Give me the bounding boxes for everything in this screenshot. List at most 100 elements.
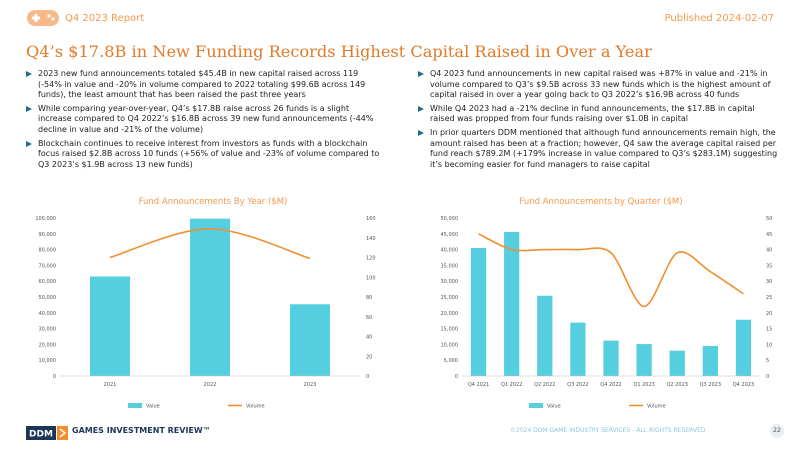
y-tick-right: 30 — [766, 279, 772, 285]
chart-title-yearly: Fund Announcements By Year ($M) — [138, 197, 288, 207]
chart-bar — [90, 276, 130, 376]
y-tick-left: 0 — [53, 374, 56, 380]
chart-bar — [537, 295, 553, 376]
y-tick-right: 50 — [766, 216, 772, 222]
y-tick-right: 140 — [366, 236, 376, 242]
y-tick-left: 40,000 — [39, 311, 57, 317]
x-tick-label: Q4 2023 — [733, 382, 754, 388]
bullet-text: While comparing year-over-year, Q4’s $17… — [38, 103, 374, 134]
y-tick-right: 40 — [366, 335, 372, 341]
y-tick-right: 20 — [366, 354, 372, 360]
y-tick-left: 30,000 — [39, 327, 57, 333]
y-tick-right: 0 — [366, 374, 369, 380]
chart-bar — [702, 345, 718, 376]
y-tick-right: 25 — [766, 295, 772, 301]
chart-bar — [735, 319, 752, 376]
bullet-item: Blockchain continues to receive interest… — [26, 139, 380, 171]
logo-text: DDM — [29, 430, 53, 440]
x-tick-label: 2021 — [104, 382, 117, 388]
x-tick-label: 2023 — [304, 382, 317, 388]
y-tick-left: 70,000 — [39, 263, 57, 269]
bullet-text: In prior quarters DDM mentioned that alt… — [430, 127, 778, 169]
chart-bar — [504, 231, 520, 376]
y-tick-right: 5 — [766, 358, 769, 364]
x-tick-label: Q2 2023 — [667, 382, 688, 388]
y-tick-right: 60 — [366, 315, 372, 321]
volume-line — [109, 228, 311, 260]
bullet-text: Blockchain continues to receive interest… — [38, 138, 380, 169]
gamepad-icon — [27, 10, 59, 26]
legend-swatch-bar — [128, 403, 142, 408]
y-tick-right: 120 — [366, 256, 376, 262]
y-tick-left: 10,000 — [441, 342, 459, 348]
chart-yearly: 0 10,000 20,000 30,000 40,000 50,000 60,000 70,… — [35, 216, 376, 410]
chart-bar — [190, 218, 230, 376]
y-tick-right: 45 — [766, 232, 772, 238]
y-tick-left: 40,000 — [441, 248, 459, 254]
y-tick-right: 160 — [366, 216, 376, 222]
bullet-arrow-icon — [26, 105, 32, 112]
legend-label: Value — [547, 404, 561, 410]
page-title: Q4’s $17.8B in New Funding Records Highe… — [26, 42, 652, 61]
bullets-left: 2023 new fund announcements totaled $45.… — [26, 69, 380, 173]
bullet-item: In prior quarters DDM mentioned that alt… — [418, 128, 780, 170]
chart-bar — [669, 350, 685, 376]
chart-bar — [290, 304, 330, 376]
volume-line — [478, 233, 744, 308]
bullet-arrow-icon — [26, 71, 32, 77]
y-tick-right: 40 — [766, 248, 772, 254]
y-tick-left: 45,000 — [441, 232, 459, 238]
bullet-arrow-icon — [26, 140, 32, 147]
y-tick-left: 10,000 — [39, 358, 57, 364]
y-tick-left: 25,000 — [441, 295, 459, 301]
x-tick-label: Q1 2022 — [501, 382, 522, 388]
y-tick-left: 90,000 — [39, 232, 57, 238]
top-bar: Q4 2023 Report Published 2024-02-07 — [0, 0, 800, 36]
y-tick-left: 15,000 — [441, 327, 459, 333]
ddm-logo: DDM — [26, 426, 68, 440]
y-tick-right: 0 — [766, 374, 769, 380]
y-tick-left: 60,000 — [39, 279, 57, 285]
y-tick-right: 80 — [366, 295, 372, 301]
x-tick-label: Q4 2022 — [600, 382, 621, 388]
x-tick-label: Q3 2022 — [567, 382, 588, 388]
bullets-right: Q4 2023 fund announcements in new capita… — [418, 69, 780, 173]
y-tick-left: 20,000 — [39, 342, 57, 348]
chart-quarterly: 0 5,000 10,000 15,000 20,000 25,000 30,000 35,0… — [441, 216, 773, 410]
y-tick-left: 5,000 — [444, 358, 458, 364]
bullet-arrow-icon — [418, 105, 424, 112]
bullet-arrow-icon — [418, 71, 424, 77]
y-tick-right: 20 — [766, 311, 772, 317]
y-tick-right: 100 — [366, 275, 376, 281]
y-tick-left: 0 — [455, 374, 458, 380]
x-tick-label: Q3 2023 — [700, 382, 721, 388]
y-tick-left: 50,000 — [39, 295, 57, 301]
chart-bar — [603, 340, 619, 376]
chart-title-quarterly: Fund Announcements by Quarter ($M) — [519, 197, 683, 207]
legend-label: Volume — [647, 404, 666, 410]
footer-brand: GAMES INVESTMENT REVIEW™ — [72, 426, 211, 435]
bullet-text: While Q4 2023 had a -21% decline in fund… — [430, 103, 755, 124]
y-tick-left: 30,000 — [441, 279, 459, 285]
chart-bar — [636, 344, 652, 376]
x-tick-label: Q4 2021 — [468, 382, 489, 388]
legend-label: Volume — [246, 404, 265, 410]
bullet-text: Q4 2023 fund announcements in new capita… — [430, 69, 771, 100]
bullet-text: 2023 new fund announcements totaled $45.… — [38, 69, 366, 100]
y-tick-left: 100,000 — [35, 216, 56, 222]
page-number: 22 — [770, 424, 784, 438]
legend-swatch-bar — [529, 403, 543, 408]
published-date: Published 2024-02-07 — [664, 13, 774, 24]
bullet-arrow-icon — [418, 129, 424, 136]
report-label: Q4 2023 Report — [65, 13, 145, 24]
chart-bar — [570, 322, 586, 376]
y-tick-left: 50,000 — [441, 216, 459, 222]
legend-label: Value — [146, 404, 160, 410]
bullet-item: 2023 new fund announcements totaled $45.… — [26, 69, 380, 101]
x-tick-label: 2022 — [204, 382, 217, 388]
y-tick-left: 35,000 — [441, 263, 459, 269]
bullet-item: While Q4 2023 had a -21% decline in fund… — [418, 104, 780, 125]
y-tick-right: 10 — [766, 342, 772, 348]
bullet-item: Q4 2023 fund announcements in new capita… — [418, 69, 780, 101]
x-tick-label: Q1 2023 — [633, 382, 654, 388]
